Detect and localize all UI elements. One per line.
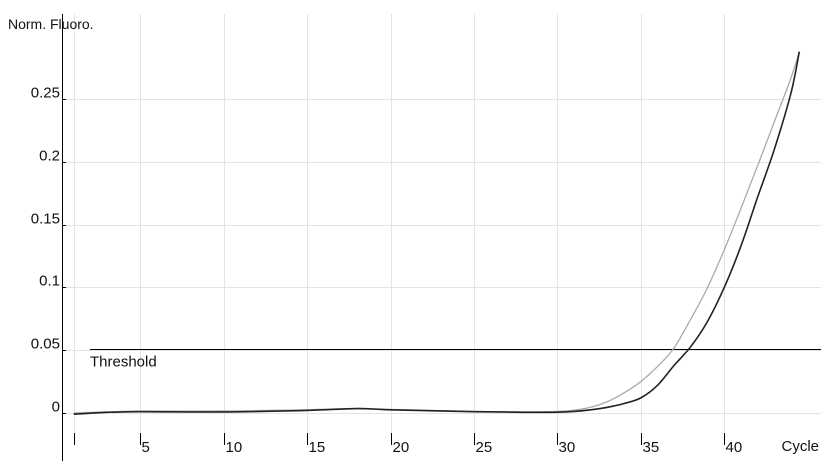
x-tick-label: 15 [309, 439, 326, 456]
y-tick-label: 0 [52, 399, 60, 416]
grid-lines [62, 14, 821, 433]
x-tick-label: 25 [476, 439, 493, 456]
x-tick-label: 5 [142, 439, 150, 456]
x-tick-label: 30 [559, 439, 576, 456]
y-tick-label: 0.2 [39, 148, 60, 165]
y-tick-label: 0.25 [31, 85, 60, 102]
x-tick-label: 10 [226, 439, 243, 456]
threshold: Threshold [90, 349, 821, 371]
x-axis-title: Cycle [781, 438, 819, 455]
axes: 5 10 15 20 25 30 35 40 0 0.05 0.1 0.15 0.2 0.25 [31, 14, 742, 461]
y-tick-label: 0.15 [31, 211, 60, 228]
y-tick-label: 0.05 [31, 336, 60, 353]
amplification-curve-2[interactable] [73, 51, 801, 415]
threshold-label: Threshold [90, 354, 157, 371]
x-tick-label: 40 [726, 439, 743, 456]
x-tick-label: 20 [393, 439, 410, 456]
x-tick-label: 35 [643, 439, 660, 456]
y-tick-label: 0.1 [39, 273, 60, 290]
amplification-curve-1[interactable] [73, 51, 800, 414]
y-axis-title: Norm. Fluoro. [8, 16, 94, 32]
series-lines [73, 51, 801, 415]
